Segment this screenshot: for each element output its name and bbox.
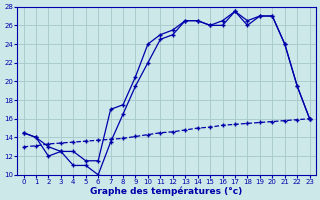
- X-axis label: Graphe des températures (°c): Graphe des températures (°c): [91, 186, 243, 196]
